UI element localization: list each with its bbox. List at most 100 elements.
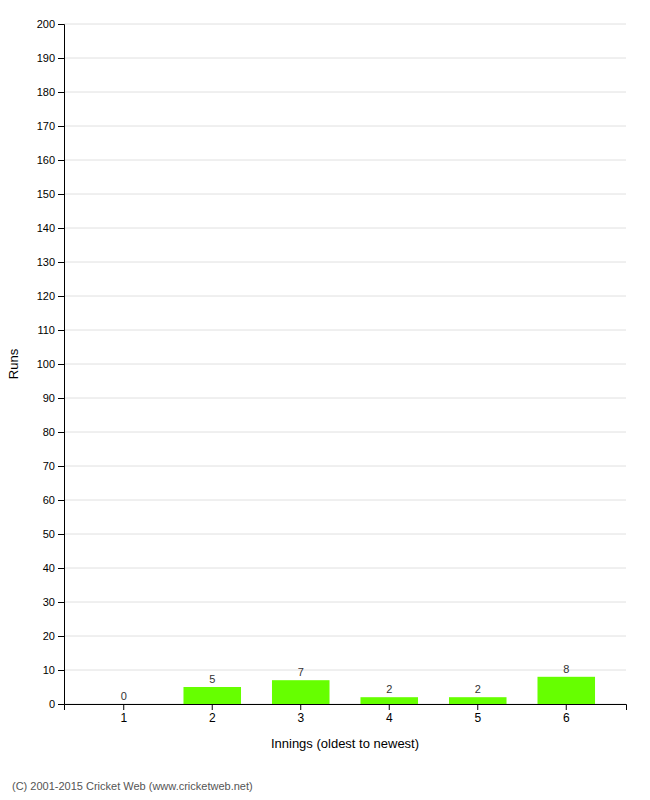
data-label: 5 [209, 673, 215, 685]
tick-mark [58, 126, 64, 127]
grid-line [64, 58, 626, 59]
tick-label: 190 [37, 52, 55, 64]
tick-label: 10 [43, 664, 55, 676]
tick-label: 1 [120, 711, 127, 725]
tick-label: 180 [37, 86, 55, 98]
tick-mark [212, 704, 213, 710]
tick: 60 [43, 494, 64, 506]
grid-line [64, 24, 626, 25]
tick-mark [300, 704, 301, 710]
tick-mark [58, 262, 64, 263]
tick: 70 [43, 460, 64, 472]
grid-line [64, 636, 626, 637]
tick: 190 [37, 52, 64, 64]
grid-line [64, 500, 626, 501]
grid-line [64, 364, 626, 365]
data-labels: 057228 [121, 663, 570, 702]
tick-label: 2 [209, 711, 216, 725]
tick-label: 60 [43, 494, 55, 506]
tick-mark [389, 704, 390, 710]
tick-label: 150 [37, 188, 55, 200]
tick-mark [58, 704, 64, 705]
tick-mark [58, 568, 64, 569]
tick-mark [58, 296, 64, 297]
tick: 180 [37, 86, 64, 98]
footer: (C) 2001-2015 Cricket Web (www.cricketwe… [12, 780, 253, 792]
tick-mark [58, 398, 64, 399]
tick: 5 [474, 704, 481, 725]
grid-line [64, 466, 626, 467]
tick-label: 130 [37, 256, 55, 268]
tick: 0 [49, 698, 64, 710]
tick-label: 200 [37, 18, 55, 30]
tick: 200 [37, 18, 64, 30]
tick-mark [58, 364, 64, 365]
tick-label: 100 [37, 358, 55, 370]
tick: 120 [37, 290, 64, 302]
grid-line [64, 534, 626, 535]
tick-label: 170 [37, 120, 55, 132]
tick: 10 [43, 664, 64, 676]
tick-mark [58, 58, 64, 59]
tick: 20 [43, 630, 64, 642]
bar [95, 704, 153, 705]
chart: 0572281234560102030405060708090100110120… [0, 0, 650, 800]
tick-label: 6 [563, 711, 570, 725]
tick-mark [58, 670, 64, 671]
tick-mark [566, 704, 567, 710]
tick-label: 70 [43, 460, 55, 472]
grid-line [64, 160, 626, 161]
data-label: 2 [475, 683, 481, 695]
grid-line [64, 602, 626, 603]
tick-mark [58, 24, 64, 25]
tick: 40 [43, 562, 64, 574]
tick-mark [58, 602, 64, 603]
bar [360, 697, 418, 704]
tick-label: 30 [43, 596, 55, 608]
tick-mark [58, 534, 64, 535]
tick-label: 0 [49, 698, 55, 710]
tick-label: 50 [43, 528, 55, 540]
x-axis: 1 2 3 4 5 6 [65, 704, 627, 725]
tick-label: 110 [37, 324, 55, 336]
tick: 4 [386, 704, 393, 725]
grid-line [64, 262, 626, 263]
axis-line [58, 25, 65, 705]
tick-mark [58, 500, 64, 501]
tick: 150 [37, 188, 64, 200]
tick-label: 40 [43, 562, 55, 574]
bar [537, 677, 595, 704]
grid [64, 24, 626, 704]
tick: 160 [37, 154, 64, 166]
tick: 50 [43, 528, 64, 540]
grid-line [64, 432, 626, 433]
tick: 3 [297, 704, 304, 725]
tick: 80 [43, 426, 64, 438]
x-axis-title: Innings (oldest to newest) [271, 736, 419, 751]
bar [449, 697, 507, 704]
tick: 1 [120, 704, 127, 725]
bars [183, 677, 595, 704]
tick: 170 [37, 120, 64, 132]
tick-mark [58, 194, 64, 195]
tick: 90 [43, 392, 64, 404]
y-axis: 0 10 20 30 40 50 60 70 80 90 100 110 120 130 140 150 160… [37, 18, 65, 710]
y-axis-title: Runs [6, 348, 21, 379]
grid-line [64, 670, 626, 671]
grid-line [64, 92, 626, 93]
tick: 30 [43, 596, 64, 608]
tick-label: 90 [43, 392, 55, 404]
tick-label: 160 [37, 154, 55, 166]
tick-mark [58, 466, 64, 467]
tick: 100 [37, 358, 64, 370]
axis-line [65, 705, 627, 711]
grid-line [64, 126, 626, 127]
plot: 0572281234560102030405060708090100110120… [37, 18, 627, 725]
grid-line [64, 330, 626, 331]
tick-label: 20 [43, 630, 55, 642]
tick: 2 [209, 704, 216, 725]
tick: 140 [37, 222, 64, 234]
data-label: 8 [563, 663, 569, 675]
tick-mark [58, 330, 64, 331]
tick-mark [58, 636, 64, 637]
